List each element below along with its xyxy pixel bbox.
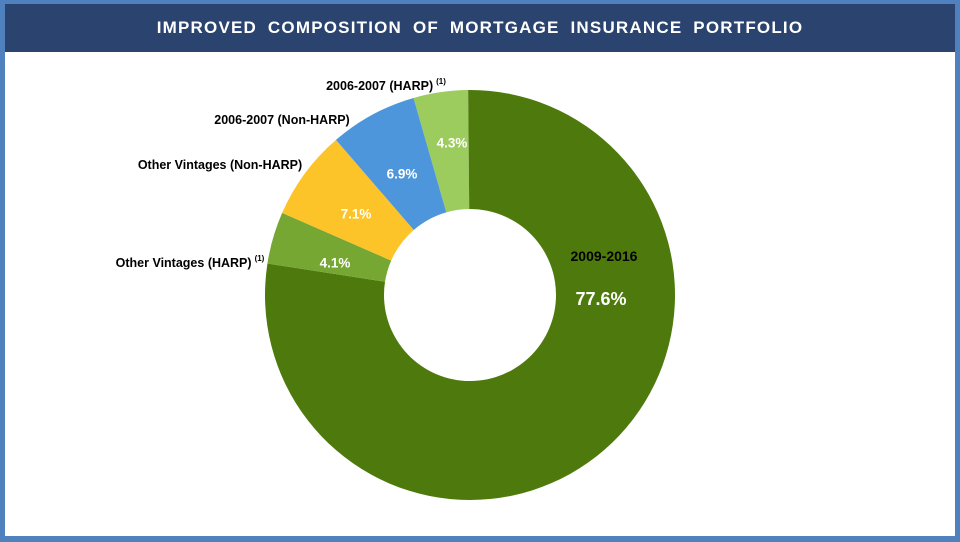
title-bar: IMPROVED COMPOSITION OF MORTGAGE INSURAN…	[5, 4, 955, 52]
slide-panel: IMPROVED COMPOSITION OF MORTGAGE INSURAN…	[5, 4, 955, 536]
slide-title: IMPROVED COMPOSITION OF MORTGAGE INSURAN…	[156, 18, 804, 37]
